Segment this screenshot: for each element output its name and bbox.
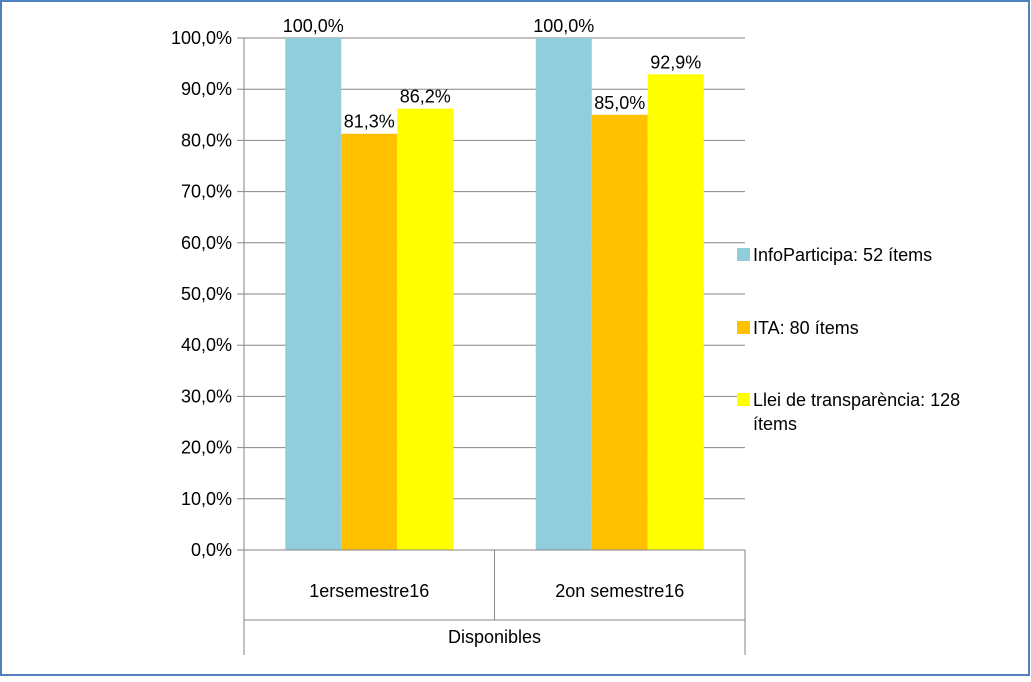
legend-label: ítems: [753, 414, 797, 434]
y-tick-label: 0,0%: [191, 540, 232, 560]
x-category-label: 1ersemestre16: [309, 581, 429, 601]
legend-label: InfoParticipa: 52 ítems: [753, 245, 932, 265]
legend-label: ITA: 80 ítems: [753, 318, 859, 338]
y-tick-label: 90,0%: [181, 79, 232, 99]
y-tick-label: 10,0%: [181, 489, 232, 509]
data-label: 100,0%: [283, 16, 344, 36]
y-tick-label: 60,0%: [181, 233, 232, 253]
y-tick-label: 50,0%: [181, 284, 232, 304]
legend: InfoParticipa: 52 ítems ITA: 80 ítems Llei…: [737, 245, 960, 434]
legend-swatch: [737, 393, 750, 406]
y-tick-label: 30,0%: [181, 386, 232, 406]
labels: 100,0% 81,3%86,2% 100,0% 85,0% 92,9%: [283, 16, 702, 132]
data-label: 100,0%: [533, 16, 594, 36]
axes: 0,0% 10,0% 20,0% 30,0% 40,0% 50,0% 60,0% 70,0% 8…: [171, 28, 746, 655]
bar: [341, 133, 398, 550]
data-label: 86,2%: [400, 87, 451, 107]
bar: [397, 108, 454, 550]
legend-swatch: [737, 248, 750, 261]
bar: [535, 38, 592, 550]
x-group-label: Disponibles: [448, 627, 541, 647]
data-label: 92,9%: [650, 52, 701, 72]
bar: [285, 38, 342, 550]
y-tick-label: 70,0%: [181, 182, 232, 202]
bars: [285, 38, 704, 551]
data-label: 85,0%: [594, 93, 645, 113]
data-label: 81,3%: [344, 112, 395, 132]
x-category-label: 2on semestre16: [555, 581, 684, 601]
bar: [591, 114, 648, 551]
y-tick-label: 20,0%: [181, 438, 232, 458]
y-tick-label: 40,0%: [181, 335, 232, 355]
y-tick-label: 80,0%: [181, 130, 232, 150]
legend-swatch: [737, 321, 750, 334]
y-tick-label: 100,0%: [171, 28, 232, 48]
bar: [647, 74, 704, 551]
legend-label: Llei de transparència: 128: [753, 390, 960, 410]
